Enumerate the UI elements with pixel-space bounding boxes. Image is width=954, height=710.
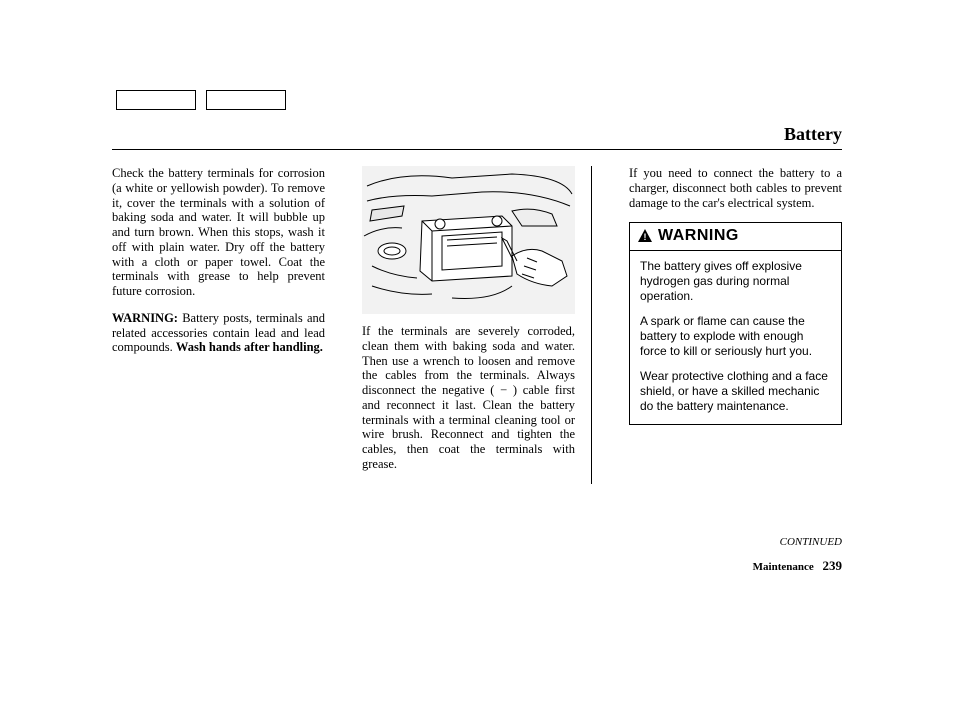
warning-triangle-icon: ! (638, 229, 652, 244)
col3-paragraph-1: If you need to connect the battery to a … (629, 166, 842, 210)
warning-body-p2: A spark or flame can cause the battery t… (640, 314, 831, 359)
warning-label: WARNING: (112, 311, 178, 325)
placeholder-box (206, 90, 286, 110)
top-placeholder-boxes (116, 90, 286, 110)
warning-body-p3: Wear protective clothing and a face shie… (640, 369, 831, 414)
wash-hands: Wash hands after handling. (176, 340, 323, 354)
continued-label: CONTINUED (780, 536, 842, 548)
column-1: Check the battery terminals for corrosio… (112, 166, 325, 484)
warning-body: The battery gives off explosive hydrogen… (630, 251, 841, 424)
battery-illustration (362, 166, 575, 314)
warning-body-p1: The battery gives off explosive hydrogen… (640, 259, 831, 304)
column-2: If the terminals are severely cor­roded,… (362, 166, 592, 484)
col1-paragraph-1: Check the battery terminals for corrosio… (112, 166, 325, 299)
columns: Check the battery terminals for corrosio… (112, 166, 842, 484)
warning-header-text: WARNING (658, 227, 739, 246)
svg-text:!: ! (644, 232, 647, 242)
warning-header: ! WARNING (630, 223, 841, 251)
column-2-text: If the terminals are severely cor­roded,… (362, 324, 575, 472)
footer-page-number: 239 (823, 558, 843, 573)
footer: Maintenance 239 (753, 558, 842, 574)
warning-box: ! WARNING The battery gives off explosiv… (629, 222, 842, 425)
placeholder-box (116, 90, 196, 110)
column-3: If you need to connect the battery to a … (629, 166, 842, 484)
col2-paragraph-1: If the terminals are severely cor­roded,… (362, 324, 575, 472)
title-row: Battery (112, 124, 842, 150)
page: Battery Check the battery terminals for … (0, 0, 954, 710)
page-title: Battery (784, 124, 842, 144)
col1-paragraph-2: WARNING: Battery posts, terminals and re… (112, 311, 325, 355)
footer-section: Maintenance (753, 561, 814, 573)
